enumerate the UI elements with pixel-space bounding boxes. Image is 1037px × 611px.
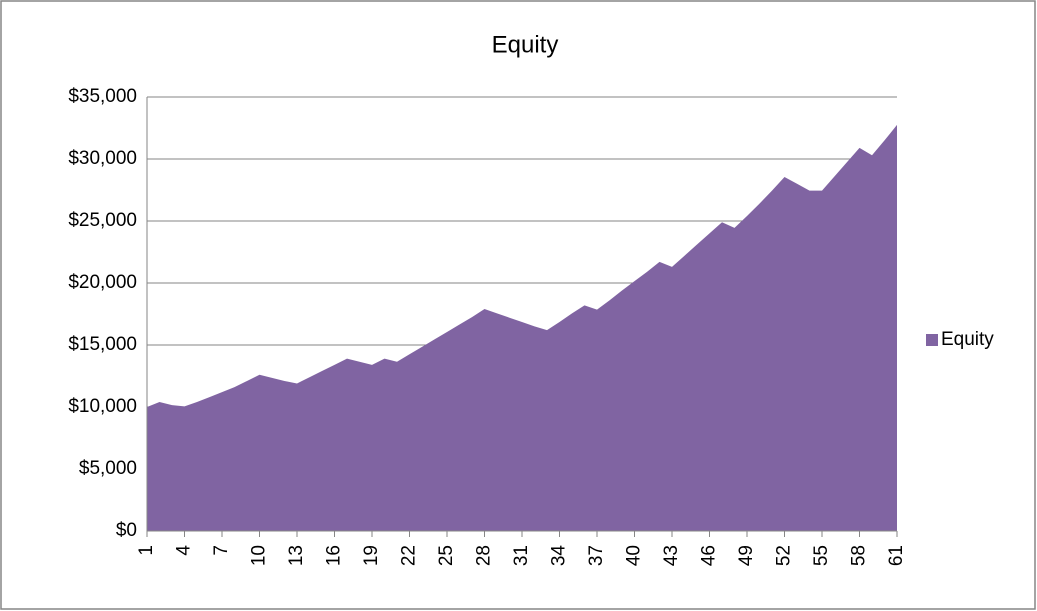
x-tick-label: 16 xyxy=(324,545,345,566)
x-tick-label: 46 xyxy=(699,545,720,566)
y-tick-label: $0 xyxy=(116,520,137,541)
x-tick-label: 25 xyxy=(436,545,457,566)
x-tick-label: 55 xyxy=(811,545,832,566)
x-tick-label: 10 xyxy=(249,545,270,566)
y-tick-label: $5,000 xyxy=(79,458,137,479)
x-tick-label: 37 xyxy=(586,545,607,566)
x-tick-label: 40 xyxy=(624,545,645,566)
x-tick-label: 52 xyxy=(774,545,795,566)
y-tick-label: $35,000 xyxy=(68,86,137,107)
x-tick-label: 28 xyxy=(474,545,495,566)
x-tick-label: 19 xyxy=(361,545,382,566)
y-tick-label: $10,000 xyxy=(68,396,137,417)
legend-label: Equity xyxy=(941,329,994,350)
x-tick-label: 4 xyxy=(174,545,195,556)
y-tick-label: $20,000 xyxy=(68,272,137,293)
x-tick-label: 22 xyxy=(399,545,420,566)
chart-title: Equity xyxy=(492,31,559,58)
x-tick-label: 34 xyxy=(549,545,570,567)
y-tick-label: $15,000 xyxy=(68,334,137,355)
y-tick-label: $30,000 xyxy=(68,148,137,169)
x-tick-label: 58 xyxy=(849,545,870,566)
x-tick-label: 31 xyxy=(511,545,532,566)
x-tick-label: 13 xyxy=(286,545,307,566)
x-tick-label: 43 xyxy=(661,545,682,566)
x-tick-label: 49 xyxy=(736,545,757,566)
x-tick-label: 7 xyxy=(211,545,232,556)
x-tick-label: 1 xyxy=(136,545,157,556)
area xyxy=(147,124,897,532)
y-tick-label: $25,000 xyxy=(68,210,137,231)
x-tick-label: 61 xyxy=(886,545,907,566)
legend-swatch xyxy=(926,334,938,346)
